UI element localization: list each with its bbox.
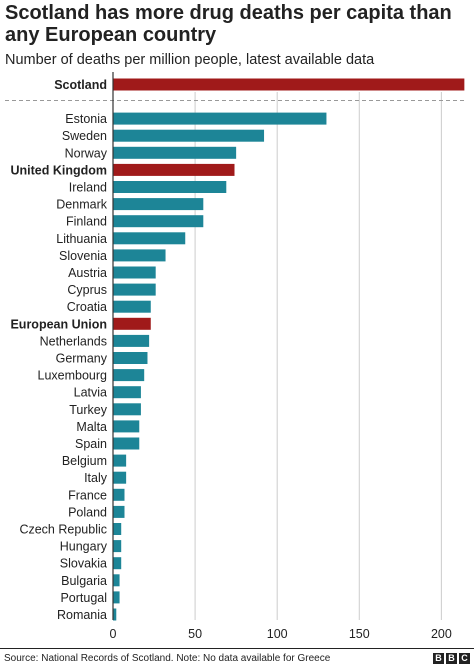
tick-label: 100 bbox=[267, 627, 288, 641]
category-label: European Union bbox=[10, 317, 107, 331]
bar bbox=[113, 198, 204, 211]
bar bbox=[113, 437, 140, 450]
bar bbox=[113, 215, 204, 228]
category-label: Luxembourg bbox=[38, 369, 108, 383]
bar bbox=[113, 369, 145, 382]
bar bbox=[113, 112, 327, 125]
category-label: Latvia bbox=[74, 386, 107, 400]
category-label: Denmark bbox=[56, 198, 107, 212]
bar bbox=[113, 540, 122, 553]
bar bbox=[113, 232, 186, 245]
bar bbox=[113, 591, 120, 604]
category-label: Spain bbox=[75, 437, 107, 451]
bar bbox=[113, 129, 265, 142]
tick-label: 150 bbox=[349, 627, 370, 641]
bar bbox=[113, 249, 166, 262]
chart-title: Scotland has more drug deaths per capita… bbox=[5, 2, 452, 46]
category-label: Belgium bbox=[62, 454, 107, 468]
chart-subtitle: Number of deaths per million people, lat… bbox=[5, 52, 375, 68]
category-label: Slovenia bbox=[59, 249, 107, 263]
category-label: Norway bbox=[65, 146, 108, 160]
category-label: Poland bbox=[68, 505, 107, 519]
bar bbox=[113, 300, 151, 313]
category-label: Austria bbox=[68, 266, 107, 280]
category-label: Italy bbox=[84, 471, 108, 485]
category-label: Turkey bbox=[69, 403, 107, 417]
category-label: Sweden bbox=[62, 129, 107, 143]
category-label: Malta bbox=[76, 420, 107, 434]
bar bbox=[113, 420, 140, 433]
logo-letter: C bbox=[459, 653, 470, 664]
bar bbox=[113, 471, 127, 484]
category-label: Finland bbox=[66, 215, 107, 229]
category-label: France bbox=[68, 488, 107, 502]
bar bbox=[113, 523, 122, 535]
source-note: Source: National Records of Scotland. No… bbox=[4, 653, 331, 664]
category-label: Croatia bbox=[67, 300, 107, 314]
bbc-logo: B B C bbox=[433, 653, 470, 664]
bar bbox=[113, 608, 117, 621]
bar bbox=[113, 146, 237, 159]
category-label: Portugal bbox=[60, 591, 107, 605]
category-label: Lithuania bbox=[56, 232, 107, 246]
bar bbox=[113, 181, 227, 193]
footer-divider bbox=[0, 648, 474, 649]
tick-label: 200 bbox=[431, 627, 452, 641]
bar bbox=[113, 574, 120, 587]
bar bbox=[113, 386, 141, 399]
bar bbox=[113, 78, 465, 91]
bar bbox=[113, 352, 148, 364]
bar bbox=[113, 266, 156, 279]
category-label: Bulgaria bbox=[61, 574, 107, 588]
bar bbox=[113, 403, 141, 416]
bar bbox=[113, 488, 125, 501]
bar bbox=[113, 454, 127, 467]
bar-chart: Scotland Estonia Sweden Norway United Kingdo… bbox=[5, 72, 466, 641]
category-label: Estonia bbox=[65, 112, 107, 126]
category-label: Ireland bbox=[69, 181, 107, 195]
bar bbox=[113, 334, 150, 347]
category-label: Hungary bbox=[60, 540, 108, 554]
category-label: United Kingdom bbox=[10, 163, 107, 177]
tick-label: 0 bbox=[110, 627, 117, 641]
category-label: Slovakia bbox=[60, 557, 107, 571]
category-label: Czech Republic bbox=[19, 523, 107, 537]
bar bbox=[113, 283, 156, 296]
category-label: Cyprus bbox=[67, 283, 107, 297]
logo-letter: B bbox=[446, 653, 457, 664]
category-label: Netherlands bbox=[40, 334, 107, 348]
bar bbox=[113, 557, 122, 570]
tick-label: 50 bbox=[188, 627, 202, 641]
bar bbox=[113, 317, 151, 330]
category-label: Scotland bbox=[54, 78, 107, 92]
category-label: Germany bbox=[56, 352, 108, 366]
bar bbox=[113, 163, 235, 176]
logo-letter: B bbox=[433, 653, 444, 664]
category-label: Romania bbox=[57, 608, 107, 622]
bar bbox=[113, 505, 125, 518]
